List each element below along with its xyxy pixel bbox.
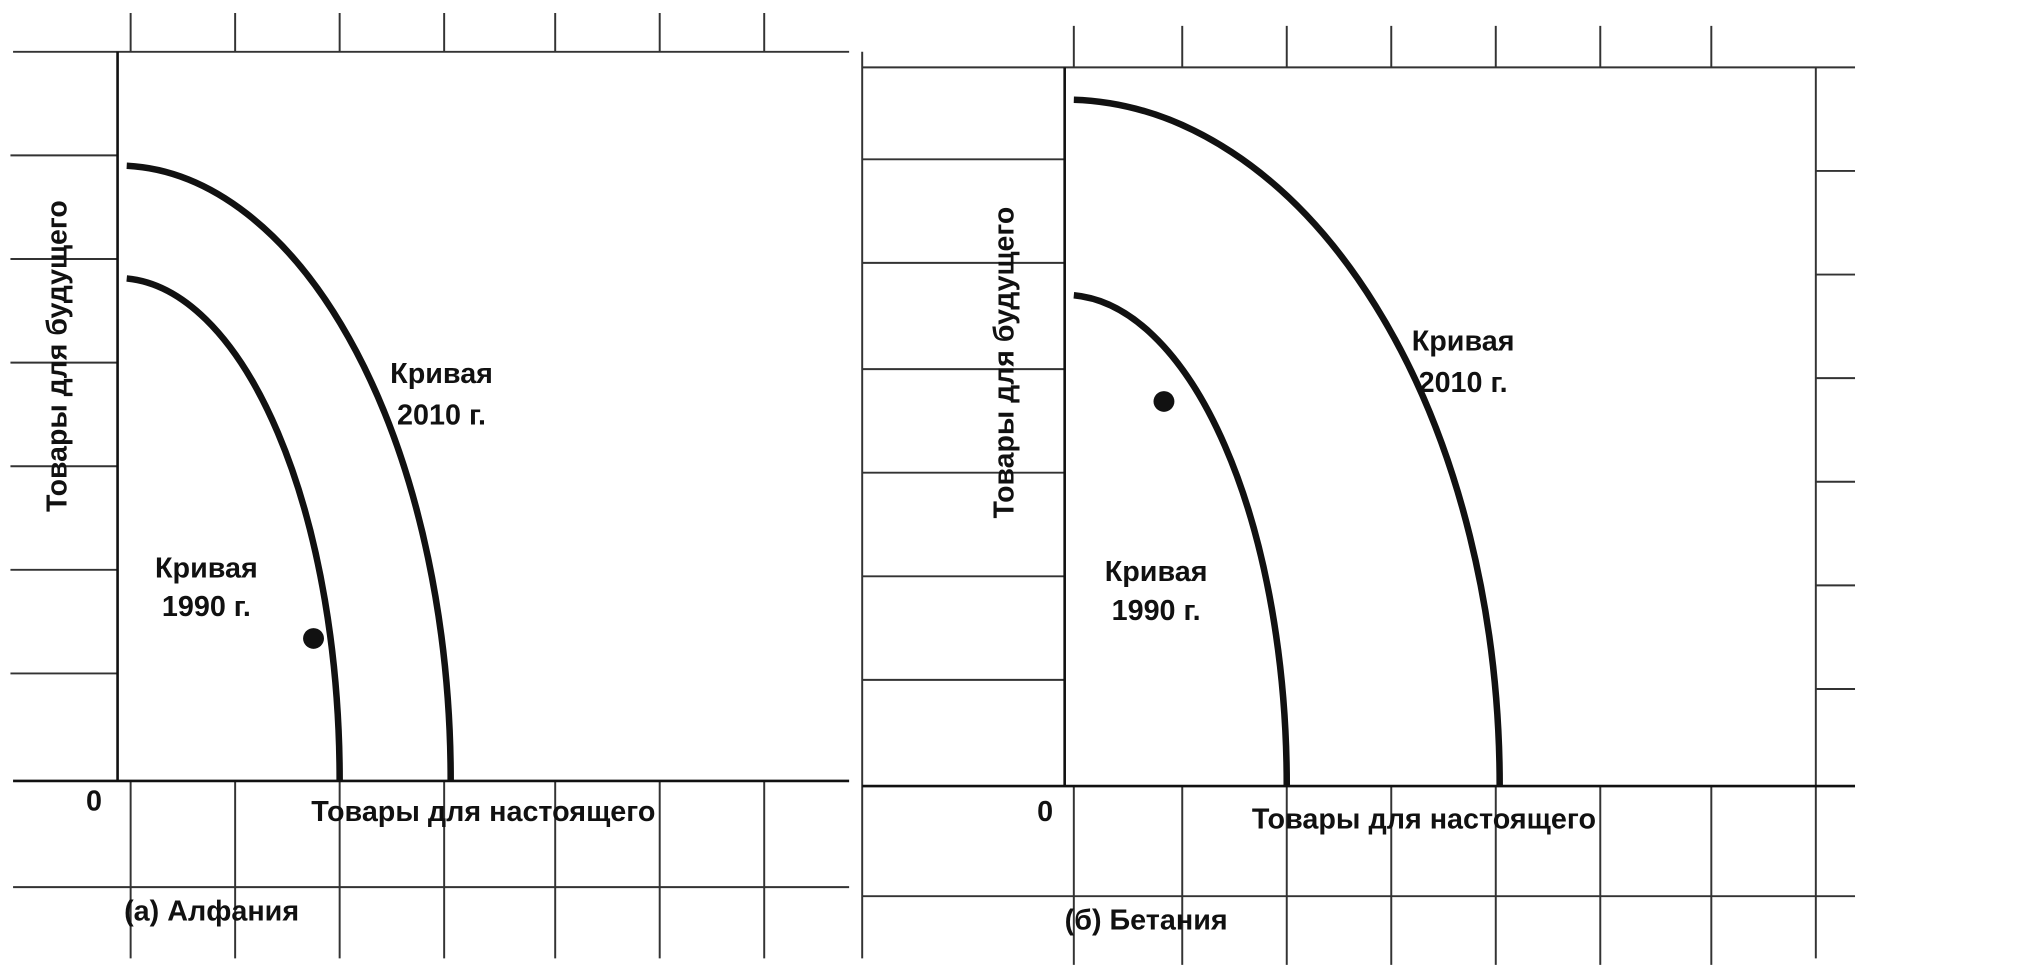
curve-label: 2010 г. — [1419, 367, 1508, 399]
point — [1153, 391, 1175, 412]
curve-label: 2010 г. — [397, 400, 486, 432]
point — [303, 628, 324, 649]
curve-label: Кривая — [1412, 326, 1515, 358]
panel-caption: (б) Бетания — [1065, 905, 1228, 937]
x-axis-label: Товары для настоящего — [1252, 804, 1596, 836]
curve-1990 — [1073, 292, 1291, 787]
panel-caption: (а) Алфания — [124, 896, 299, 928]
x-axis-label: Товары для настоящего — [311, 796, 655, 828]
background-grid — [10, 12, 1856, 965]
panel-b: Товары для будущего Товары для настоящег… — [862, 67, 1856, 937]
curve-2010 — [126, 162, 454, 781]
curve-label: Кривая — [1105, 556, 1208, 588]
y-axis-label: Товары для будущего — [988, 207, 1020, 519]
curve-label: 1990 г. — [1112, 595, 1201, 627]
curve-1990 — [126, 275, 343, 781]
curve-2010 — [1073, 96, 1503, 787]
origin-label: 0 — [86, 786, 102, 818]
curve-label: Кривая — [155, 552, 258, 584]
panel-a: Товары для будущего Товары для настоящег… — [13, 51, 850, 928]
y-axis-label: Товары для будущего — [41, 200, 73, 512]
curve-label: 1990 г. — [162, 591, 251, 623]
curve-label: Кривая — [390, 358, 493, 390]
origin-label: 0 — [1037, 796, 1053, 828]
